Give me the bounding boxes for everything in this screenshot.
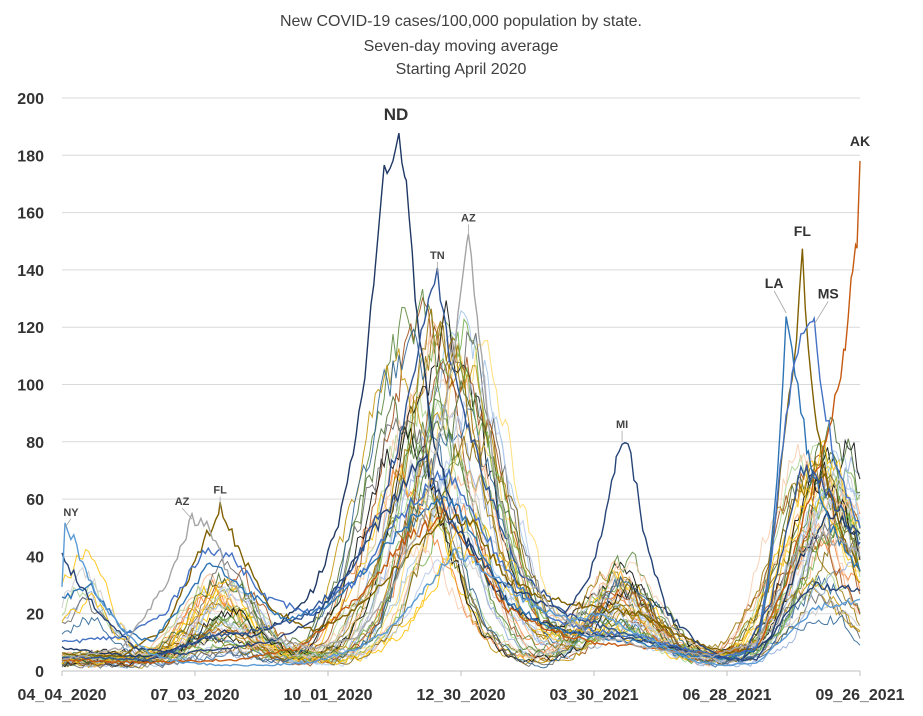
y-tick-label: 80 xyxy=(26,435,44,452)
annotation-ak: AK xyxy=(850,133,870,149)
state-line xyxy=(61,439,861,664)
state-line xyxy=(61,296,861,664)
x-tick-label: 07_03_2020 xyxy=(151,687,240,704)
state-line xyxy=(61,408,861,667)
annotation-tn: TN xyxy=(430,250,445,262)
annotation-ms: MS xyxy=(818,285,839,301)
y-tick-label: 180 xyxy=(17,148,44,165)
gridlines xyxy=(62,97,860,672)
y-tick-label: 100 xyxy=(17,378,44,395)
state-line-ms xyxy=(61,315,861,658)
chart-title: New COVID-19 cases/100,000 population by… xyxy=(280,13,642,78)
state-line-ny xyxy=(61,522,861,667)
annotation-leader xyxy=(64,518,72,528)
state-line-tn xyxy=(61,267,861,662)
annotation-mi: MI xyxy=(616,419,628,431)
x-tick-label: 10_01_2020 xyxy=(284,687,373,704)
y-tick-label: 60 xyxy=(26,492,44,509)
title-line-1: New COVID-19 cases/100,000 population by… xyxy=(280,13,642,30)
annotation-fl: FL xyxy=(213,485,227,497)
state-line-az xyxy=(61,233,861,661)
y-tick-label: 200 xyxy=(17,91,44,108)
annotation-az: AZ xyxy=(461,213,476,225)
annotation-ny: NY xyxy=(63,507,79,519)
y-axis-ticks: 0 20 40 60 80 100 120 140 160 180 200 xyxy=(17,91,44,681)
state-line xyxy=(61,320,861,665)
x-tick-label: 06_28_2021 xyxy=(683,687,772,704)
state-line-fl xyxy=(62,248,861,658)
title-line-3: Starting April 2020 xyxy=(396,61,527,78)
annotation-nd: ND xyxy=(384,105,409,124)
y-tick-label: 40 xyxy=(26,549,44,566)
state-line xyxy=(61,331,861,664)
title-line-2: Seven-day moving average xyxy=(364,38,559,55)
state-line xyxy=(62,300,861,661)
x-axis-ticks: 04_04_2020 07_03_2020 10_01_2020 12_30_2020… xyxy=(18,671,905,704)
annotation-az: AZ xyxy=(175,496,190,508)
annotation-la: LA xyxy=(765,275,784,291)
annotation-leader xyxy=(773,290,787,314)
x-tick-label: 03_30_2021 xyxy=(550,687,639,704)
annotation-fl: FL xyxy=(794,223,812,239)
x-tick-label: 09_26_2021 xyxy=(816,687,905,704)
annotation-leader xyxy=(181,507,193,520)
state-line-mi xyxy=(61,441,861,662)
x-tick-label: 12_30_2020 xyxy=(417,687,506,704)
y-tick-label: 120 xyxy=(17,320,44,337)
y-tick-label: 140 xyxy=(17,263,44,280)
highlighted-state-lines xyxy=(61,132,861,667)
y-tick-label: 0 xyxy=(35,664,44,681)
annotation-leader xyxy=(813,301,829,325)
background-state-lines xyxy=(61,288,861,669)
state-line xyxy=(61,327,861,669)
y-tick-label: 160 xyxy=(17,206,44,223)
y-tick-label: 20 xyxy=(26,607,44,624)
x-tick-label: 04_04_2020 xyxy=(18,687,107,704)
state-line xyxy=(61,356,861,667)
state-annotations: NY AZ FL ND TN AZ MI LA FL MS AK xyxy=(63,105,870,528)
state-line xyxy=(61,422,861,666)
